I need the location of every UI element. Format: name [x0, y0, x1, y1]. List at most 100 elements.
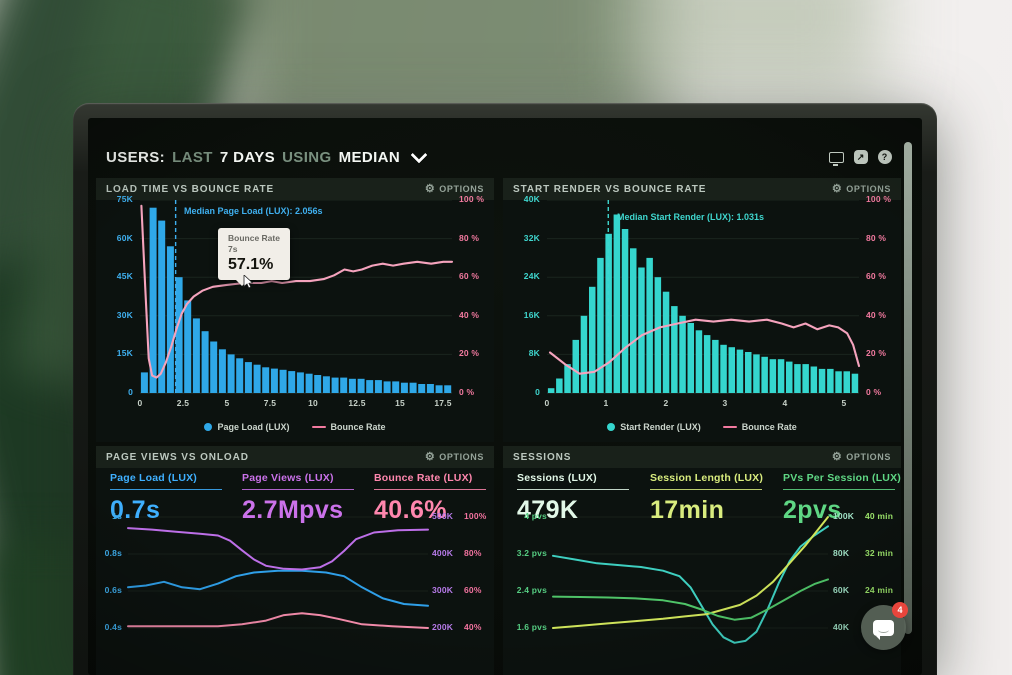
metric-underline	[650, 489, 762, 490]
help-icon[interactable]: ?	[877, 150, 892, 165]
axis-tick-label: 7.5	[263, 398, 277, 408]
panel-title: LOAD TIME VS BOUNCE RATE	[106, 183, 275, 195]
axis-tick-label: 3	[722, 398, 728, 408]
sessions-line-chart	[552, 516, 829, 644]
options-button[interactable]: ⚙ OPTIONS	[831, 182, 891, 195]
axis-tick-label: 45K	[116, 271, 133, 282]
axis-tick-label: 0	[535, 387, 540, 397]
metric-pvs-per-session: PVs Per Session (LUX) 2pvs	[783, 472, 911, 525]
chat-widget-button[interactable]: 4	[861, 602, 908, 650]
axis-tick-label: 40 %	[866, 309, 887, 320]
title-segment: 7 DAYS	[219, 148, 276, 166]
metric-label: PVs Per Session (LUX)	[783, 472, 901, 484]
axis-tick-label: 300K	[432, 585, 454, 595]
axis-tick-label: 0.4s	[104, 622, 122, 632]
axis-tick-label: 40 %	[459, 309, 480, 320]
axis-tick-label: 0.8s	[104, 548, 122, 558]
median-annotation: Median Start Render (LUX): 1.031s	[617, 212, 765, 222]
axis-tick-label: 40K	[523, 194, 540, 204]
axis-tick-label: 60 %	[866, 271, 887, 282]
axis-tick-label: 80K	[833, 548, 850, 558]
options-button[interactable]: ⚙ OPTIONS	[424, 182, 484, 195]
axis-tick-label: 80 %	[866, 232, 887, 243]
mouse-cursor-icon	[243, 275, 254, 289]
gear-icon: ⚙	[831, 182, 843, 195]
axis-tick-label: 10	[308, 398, 318, 408]
axis-tick-label: 0	[544, 398, 550, 408]
display-icon[interactable]	[829, 150, 844, 166]
metric-value: 2.7Mpvs	[242, 496, 344, 524]
panel-header: LOAD TIME VS BOUNCE RATE ⚙ OPTIONS	[96, 178, 494, 200]
metric-value: 479K	[517, 496, 579, 524]
share-icon[interactable]: ↗	[853, 150, 868, 165]
panel-page-views-vs-onload: PAGE VIEWS VS ONLOAD ⚙ OPTIONS Page Load…	[96, 446, 494, 675]
metric-page-views: Page Views (LUX) 2.7Mpvs	[242, 472, 370, 525]
legend-line-swatch	[311, 426, 326, 428]
axis-tick-label: 1	[603, 398, 609, 408]
metric-value: 17min	[650, 496, 725, 524]
axis-tick-label: 80%	[464, 548, 482, 558]
title-segment: MEDIAN	[338, 148, 401, 166]
axis-tick-label: 0.6s	[104, 585, 122, 595]
axis-tick-label: 32K	[523, 232, 540, 243]
axis-tick-label: 12.5	[348, 398, 366, 408]
axis-tick-label: 100%	[464, 511, 487, 521]
axis-tick-label: 2.5	[176, 398, 190, 408]
panel-sessions: SESSIONS ⚙ OPTIONS Sessions (LUX) 479K S…	[503, 446, 901, 675]
panel-start-render-vs-bounce-rate: START RENDER VS BOUNCE RATE ⚙ OPTIONS Me…	[503, 178, 901, 442]
axis-tick-label: 0 %	[459, 387, 475, 397]
axis-tick-label: 2	[663, 398, 669, 408]
axis-tick-label: 24 min	[865, 585, 894, 595]
metric-label: Session Length (LUX)	[650, 472, 764, 484]
options-button[interactable]: ⚙ OPTIONS	[425, 451, 484, 463]
panel-title: SESSIONS	[513, 451, 572, 463]
axis-tick-label: 0 %	[866, 387, 882, 397]
title-segment: LAST	[172, 148, 213, 166]
panel-header: SESSIONS ⚙ OPTIONS	[503, 446, 901, 468]
header-icon-group: ↗ ?	[829, 150, 892, 166]
options-label: OPTIONS	[846, 184, 891, 194]
legend-item[interactable]: Bounce Rate	[311, 422, 386, 432]
axis-tick-label: 8K	[528, 348, 540, 359]
gear-icon: ⚙	[424, 182, 436, 195]
load-time-histogram-chart	[140, 199, 454, 394]
axis-tick-label: 60K	[116, 232, 133, 243]
metric-bounce-rate: Bounce Rate (LUX) 40.6%	[374, 472, 502, 525]
scrollbar[interactable]	[904, 142, 912, 634]
panel-title: START RENDER VS BOUNCE RATE	[513, 183, 707, 195]
dashboard-screen: USERS: LAST 7 DAYS USING MEDIAN ↗ ? LOAD…	[88, 118, 922, 675]
axis-tick-label: 4 pvs	[524, 511, 547, 521]
chart-legend: Page Load (LUX) Bounce Rate	[96, 422, 494, 432]
tooltip-series: Bounce Rate	[228, 233, 280, 243]
options-label: OPTIONS	[846, 452, 891, 462]
axis-tick-label: 100 %	[459, 194, 485, 204]
panel-title: PAGE VIEWS VS ONLOAD	[106, 451, 249, 463]
chat-bubble-icon	[873, 619, 894, 640]
legend-item[interactable]: Page Load (LUX)	[204, 422, 290, 432]
gear-icon: ⚙	[831, 450, 843, 463]
legend-item[interactable]: Bounce Rate	[722, 422, 797, 432]
axis-tick-label: 15K	[116, 348, 133, 359]
users-period-dropdown[interactable]: USERS: LAST 7 DAYS USING MEDIAN	[106, 146, 428, 166]
metric-label: Page Load (LUX)	[110, 472, 198, 484]
axis-tick-label: 60 %	[459, 271, 480, 282]
axis-tick-label: 200K	[432, 622, 454, 632]
legend-item[interactable]: Start Render (LUX)	[607, 422, 701, 432]
axis-tick-label: 1.6 pvs	[516, 622, 547, 632]
chart-tooltip: Bounce Rate 7s 57.1%	[218, 228, 290, 287]
metric-session-length: Session Length (LUX) 17min	[650, 472, 778, 525]
panel-header: START RENDER VS BOUNCE RATE ⚙ OPTIONS	[503, 178, 901, 200]
axis-tick-label: 0	[137, 398, 143, 408]
axis-tick-label: 40%	[464, 622, 482, 632]
metric-value: 40.6%	[374, 496, 447, 524]
laptop-bezel: USERS: LAST 7 DAYS USING MEDIAN ↗ ? LOAD…	[73, 103, 937, 675]
axis-tick-label: 5	[224, 398, 230, 408]
axis-tick-label: 16K	[523, 309, 540, 320]
start-render-histogram-chart	[547, 199, 861, 394]
options-button[interactable]: ⚙ OPTIONS	[831, 450, 891, 463]
axis-tick-label: 40 min	[865, 511, 894, 521]
notification-badge: 4	[892, 602, 908, 618]
metric-sessions: Sessions (LUX) 479K	[517, 472, 645, 525]
axis-tick-label: 100 %	[866, 194, 892, 204]
